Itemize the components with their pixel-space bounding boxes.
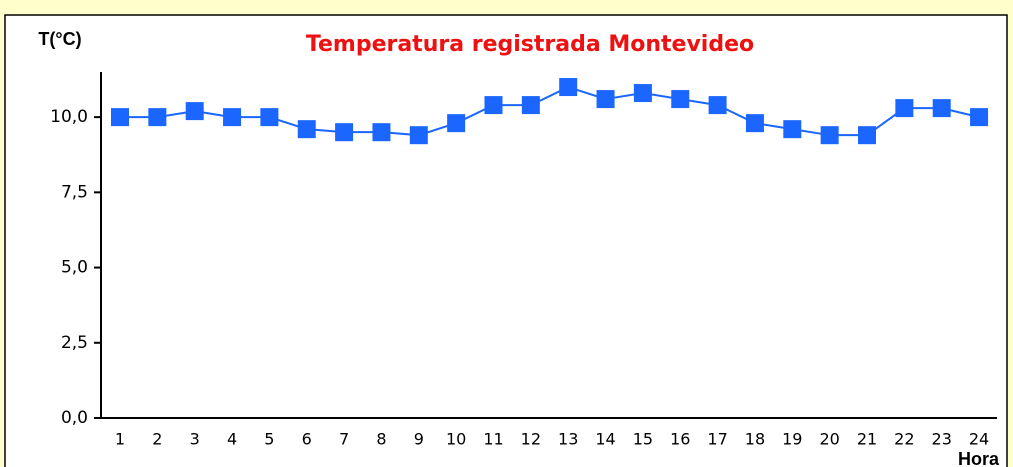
x-tick-label: 4 (227, 430, 237, 449)
x-tick-label: 19 (782, 430, 802, 449)
marker (633, 84, 652, 103)
x-tick-label: 11 (483, 430, 503, 449)
y-tick-label: 7,5 (61, 182, 88, 202)
x-tick-label: 5 (264, 430, 274, 449)
y-tick-label: 2,5 (61, 333, 88, 353)
x-tick-label: 23 (932, 430, 952, 449)
marker (111, 108, 129, 127)
marker (932, 99, 951, 118)
chart-title: Temperatura registrada Montevideo (306, 32, 754, 57)
y-tick-label: 0,0 (61, 408, 88, 428)
x-tick-label: 13 (558, 430, 578, 449)
marker (484, 96, 503, 115)
marker (223, 108, 242, 127)
x-tick-label: 2 (152, 430, 162, 449)
marker (409, 126, 428, 145)
x-axis-label: Hora (958, 449, 1000, 467)
x-tick-label: 8 (376, 430, 386, 449)
marker (260, 108, 279, 127)
marker (148, 108, 167, 127)
marker (596, 90, 615, 109)
x-tick-label: 9 (414, 430, 424, 449)
x-tick-label: 6 (302, 430, 312, 449)
x-tick-label: 21 (857, 430, 877, 449)
marker (820, 126, 839, 145)
marker (521, 96, 540, 115)
x-tick-label: 20 (819, 430, 839, 449)
marker (708, 96, 727, 115)
x-tick-label: 3 (190, 430, 200, 449)
marker (895, 99, 914, 118)
marker (671, 90, 690, 109)
y-tick-label: 10,0 (50, 107, 88, 127)
marker (858, 126, 876, 145)
x-tick-label: 16 (670, 430, 690, 449)
marker (335, 123, 354, 142)
x-tick-label: 24 (969, 430, 989, 449)
x-tick-label: 7 (339, 430, 349, 449)
marker (970, 108, 989, 127)
y-tick-label: 5,0 (61, 258, 88, 278)
x-tick-label: 10 (446, 430, 466, 449)
marker (185, 102, 204, 121)
marker (297, 120, 316, 139)
panel (4, 14, 1008, 467)
marker (559, 78, 578, 97)
x-tick-label: 15 (633, 430, 653, 449)
x-tick-label: 17 (707, 430, 727, 449)
marker (783, 120, 802, 139)
x-tick-label: 14 (595, 430, 615, 449)
x-tick-label: 12 (521, 430, 541, 449)
x-tick-label: 1 (115, 430, 125, 449)
marker (745, 114, 764, 133)
marker (372, 123, 391, 142)
y-axis-label: T(°C) (38, 29, 81, 49)
marker (447, 114, 466, 133)
x-tick-label: 22 (894, 430, 914, 449)
x-tick-label: 18 (745, 430, 765, 449)
